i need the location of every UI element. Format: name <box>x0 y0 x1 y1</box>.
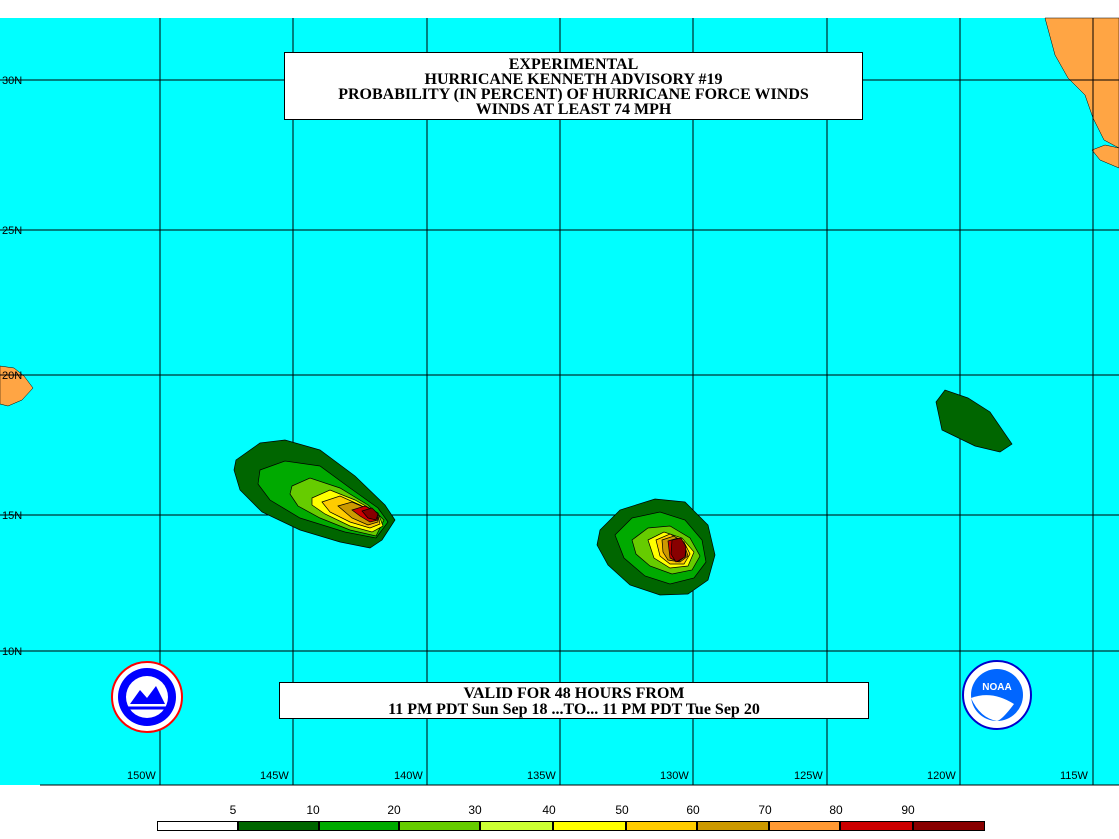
legend-label-90: 90 <box>901 803 915 817</box>
lon-label-145w: 145W <box>260 770 289 782</box>
valid-line-2: 11 PM PDT Sun Sep 18 ...TO... 11 PM PDT … <box>388 701 760 718</box>
legend-label-60: 60 <box>686 803 700 817</box>
valid-line-1: VALID FOR 48 HOURS FROM <box>463 685 685 702</box>
title-line-4: WINDS AT LEAST 74 MPH <box>475 101 672 118</box>
legend-swatch <box>238 821 319 831</box>
legend-swatch <box>157 821 238 831</box>
legend-label-30: 30 <box>468 803 482 817</box>
probability-contour-east <box>935 389 1013 453</box>
noaa-logo-icon: NOAA <box>962 660 1032 730</box>
legend-label-40: 40 <box>542 803 556 817</box>
legend-label-70: 70 <box>758 803 772 817</box>
legend-swatch <box>319 821 399 831</box>
grid <box>0 18 1119 785</box>
title-line-2: HURRICANE KENNETH ADVISORY #19 <box>424 71 723 88</box>
legend-label-10: 10 <box>306 803 320 817</box>
noaa-logo-text: NOAA <box>982 682 1011 693</box>
valid-time-box: VALID FOR 48 HOURS FROM 11 PM PDT Sun Se… <box>279 682 869 719</box>
hawaii-land <box>0 365 34 407</box>
lon-label-125w: 125W <box>794 770 823 782</box>
lat-label-15n: 15N <box>2 510 22 522</box>
legend-swatch <box>697 821 769 831</box>
mexico-coast-land <box>1091 144 1119 169</box>
lon-label-115w: 115W <box>1060 770 1089 782</box>
lat-label-10n: 10N <box>2 646 22 658</box>
probability-contours-central <box>596 498 716 596</box>
title-line-3: PROBABILITY (IN PERCENT) OF HURRICANE FO… <box>338 86 809 103</box>
probability-contours-west <box>233 439 396 549</box>
legend-swatch <box>553 821 626 831</box>
legend-swatch <box>480 821 553 831</box>
title-box: EXPERIMENTAL HURRICANE KENNETH ADVISORY … <box>284 52 863 120</box>
legend-swatch <box>769 821 840 831</box>
legend-swatch <box>913 821 985 831</box>
legend-label-20: 20 <box>387 803 401 817</box>
lat-label-30n: 30N <box>2 75 22 87</box>
legend-swatch <box>399 821 480 831</box>
lat-labels: 30N 25N 20N 15N 10N <box>2 75 22 658</box>
lat-label-20n: 20N <box>2 370 22 382</box>
legend-label-80: 80 <box>829 803 843 817</box>
title-line-1: EXPERIMENTAL <box>508 56 639 73</box>
legend-swatch <box>626 821 697 831</box>
lon-label-140w: 140W <box>394 770 423 782</box>
legend-swatch <box>840 821 913 831</box>
lon-label-130w: 130W <box>660 770 689 782</box>
lon-label-135w: 135W <box>527 770 556 782</box>
lon-label-120w: 120W <box>927 770 956 782</box>
lon-label-150w: 150W <box>127 770 156 782</box>
nws-logo-icon <box>110 660 183 733</box>
lat-label-25n: 25N <box>2 225 22 237</box>
legend-label-50: 50 <box>615 803 629 817</box>
legend-label-5: 5 <box>229 803 237 817</box>
lon-labels: 150W 145W 140W 135W 130W 125W 120W 115W <box>127 770 1089 782</box>
